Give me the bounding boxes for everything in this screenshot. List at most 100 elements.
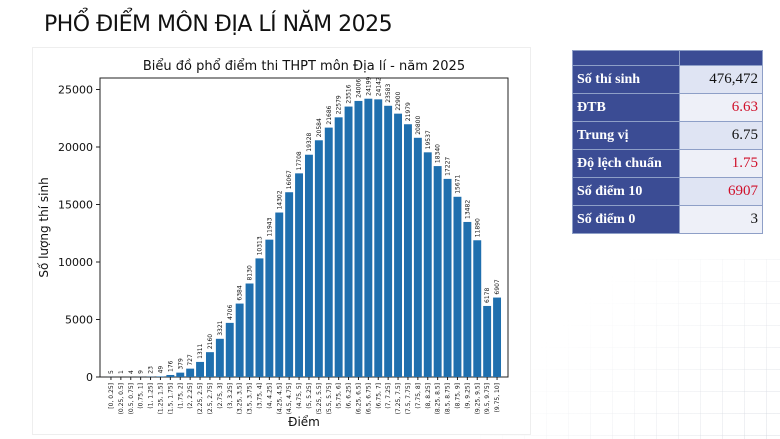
bar: [225, 322, 234, 377]
bar: [245, 283, 254, 377]
bar-value-label: 379: [177, 358, 184, 370]
stats-label: ĐTB: [572, 93, 680, 122]
bar-value-label: 23: [148, 366, 155, 374]
stats-row: Số thí sinh 476,472: [572, 65, 763, 94]
bar: [443, 178, 452, 377]
stats-value: 3: [679, 205, 763, 234]
bar: [295, 173, 304, 377]
x-tick-label: (3.75, 4]: [256, 383, 263, 409]
x-tick-label: (5.75, 6]: [336, 383, 343, 409]
x-tick-label: (1.25, 1.5]: [157, 383, 164, 414]
bar-value-label: 6907: [494, 279, 501, 294]
bar: [215, 338, 224, 377]
bar: [285, 192, 294, 377]
x-tick-label: (9.5, 9.75]: [484, 383, 491, 414]
x-tick-label: (8.25, 8.5]: [435, 383, 442, 414]
bar-value-label: 14302: [276, 190, 283, 209]
bar-value-label: 19537: [425, 130, 432, 149]
bar-value-label: 49: [157, 366, 164, 374]
stats-label: Độ lệch chuẩn: [572, 149, 680, 178]
bar-value-label: 18340: [435, 144, 442, 163]
x-tick-label: (7.25, 7.5]: [395, 383, 402, 414]
bar: [156, 376, 165, 377]
y-tick-label: 0: [86, 371, 93, 384]
bar: [423, 152, 432, 377]
x-tick-label: (4.25, 4.5]: [276, 383, 283, 414]
x-tick-label: (7.75, 8]: [415, 383, 422, 409]
bar-value-label: 22900: [395, 91, 402, 110]
bar-value-label: 21979: [405, 102, 412, 121]
bar-value-label: 17708: [296, 151, 303, 170]
bar: [483, 305, 492, 377]
stats-row: Trung vị 6.75: [572, 121, 763, 150]
bar-value-label: 11890: [474, 218, 481, 237]
x-tick-label: (8, 8.25]: [425, 383, 432, 409]
stats-row: ĐTB 6.63: [572, 93, 763, 122]
bar-value-label: 9: [138, 370, 145, 374]
bar-value-label: 1: [118, 370, 125, 374]
y-tick-label: 15000: [58, 199, 93, 212]
bar-value-label: 19328: [306, 132, 313, 151]
x-tick-label: (0.5, 0.75]: [128, 383, 135, 414]
bar: [433, 166, 442, 377]
slide-title: PHỔ ĐIỂM MÔN ĐỊA LÍ NĂM 2025: [44, 12, 393, 37]
bar-value-label: 23583: [385, 84, 392, 103]
x-tick-label: (4.5, 4.75]: [286, 383, 293, 414]
bar-value-label: 20800: [415, 116, 422, 135]
bar-value-label: 1311: [197, 343, 204, 358]
x-tick-label: (8.5, 8.75]: [445, 383, 452, 414]
y-tick-label: 25000: [58, 84, 93, 97]
y-tick-label: 20000: [58, 141, 93, 154]
bar: [374, 99, 383, 377]
plot-frame: [99, 77, 509, 378]
bar: [186, 368, 195, 377]
bar-value-label: 24006: [355, 79, 362, 98]
stats-value: 6.75: [679, 121, 763, 150]
x-tick-label: (4, 4.25]: [266, 383, 273, 409]
bar: [334, 117, 343, 378]
bar-value-label: 4706: [227, 304, 234, 319]
y-tick-label: 5000: [65, 314, 93, 327]
stats-table: Số thí sinh 476,472 ĐTB 6.63 Trung vị 6.75 Độ …: [572, 50, 763, 234]
y-axis-label: Số lượng thí sinh: [37, 177, 51, 277]
bar-value-label: 6178: [484, 288, 491, 303]
x-tick-label: (5, 5.25]: [306, 383, 313, 409]
x-tick-label: (3.25, 3.5]: [237, 383, 244, 414]
bar: [344, 106, 353, 377]
bar-value-label: 10313: [256, 236, 263, 255]
x-tick-label: (5.5, 5.75]: [326, 383, 333, 414]
x-tick-label: (3, 3.25]: [227, 383, 234, 409]
bar: [453, 196, 462, 377]
stats-label: Số thí sinh: [572, 65, 680, 94]
bar: [235, 303, 244, 377]
bar: [324, 127, 333, 378]
x-tick-label: (9.75, 10]: [494, 383, 501, 413]
stats-label: Số điểm 0: [572, 205, 680, 234]
bar-value-label: 20584: [316, 118, 323, 137]
bar-value-label: 24199: [365, 76, 372, 95]
bar-value-label: 8130: [247, 265, 254, 280]
bar-value-label: 5: [108, 370, 115, 374]
bar: [364, 98, 373, 378]
chart-title: Biểu đồ phổ điểm thi THPT môn Địa lí - n…: [143, 59, 465, 74]
bar-value-label: 727: [187, 354, 194, 366]
x-axis-label: Điểm: [288, 415, 320, 429]
x-tick-label: [0, 0.25]: [108, 383, 115, 409]
bar: [255, 258, 264, 377]
stats-row: Độ lệch chuẩn 1.75: [572, 149, 763, 178]
x-tick-label: (6.75, 7]: [375, 383, 382, 409]
bar-value-label: 6384: [237, 285, 244, 300]
bar: [403, 124, 412, 377]
x-tick-label: (1, 1.25]: [148, 383, 155, 409]
x-tick-label: (6, 6.25]: [346, 383, 353, 409]
bar-value-label: 3321: [217, 320, 224, 335]
bar: [473, 240, 482, 377]
bar-value-label: 23516: [346, 84, 353, 103]
x-tick-label: (0.75, 1]: [138, 383, 145, 409]
bar: [354, 100, 363, 377]
stats-label: Trung vị: [572, 121, 680, 150]
stats-value: 6907: [679, 177, 763, 206]
x-tick-label: (9.25, 9.5]: [474, 383, 481, 414]
x-tick-label: (4.75, 5]: [296, 383, 303, 409]
